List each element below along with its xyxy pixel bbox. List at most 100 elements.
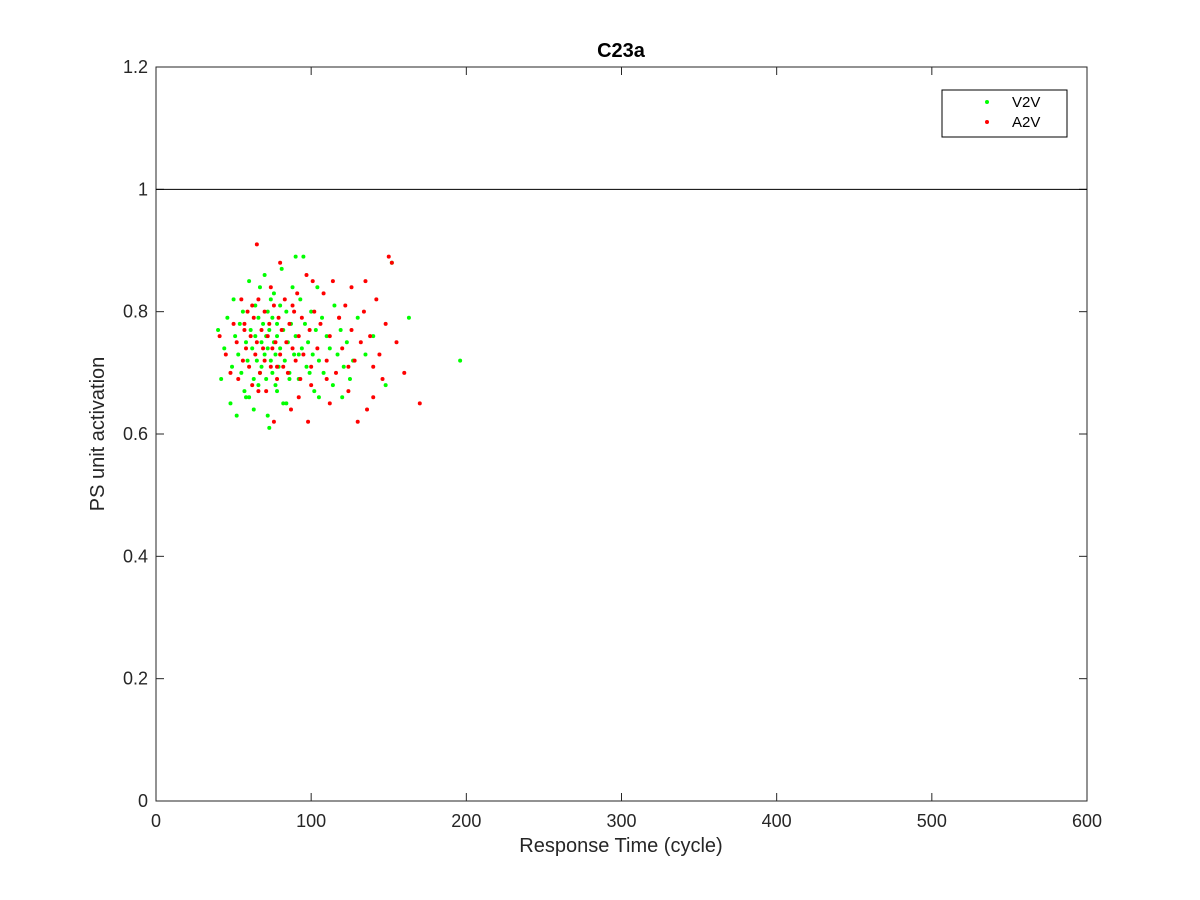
point-v2v: [273, 352, 278, 357]
point-v2v: [271, 291, 276, 296]
point-v2v: [307, 370, 312, 375]
x-tick-label: 600: [1072, 811, 1102, 831]
point-v2v: [247, 395, 252, 400]
point-a2v: [327, 334, 332, 339]
point-a2v: [271, 419, 276, 424]
point-v2v: [254, 358, 259, 363]
point-v2v: [309, 309, 314, 314]
point-v2v: [293, 334, 298, 339]
point-v2v: [265, 413, 270, 418]
point-a2v: [377, 352, 382, 357]
point-a2v: [301, 352, 306, 357]
point-a2v: [251, 315, 256, 320]
y-tick-label: 0.6: [123, 424, 148, 444]
point-a2v: [261, 346, 266, 351]
point-a2v: [315, 346, 320, 351]
legend: V2V A2V: [941, 89, 1068, 138]
legend-label-a2v: A2V: [1012, 114, 1040, 131]
point-a2v: [292, 309, 297, 314]
point-v2v: [299, 346, 304, 351]
point-v2v: [301, 254, 306, 259]
point-v2v: [259, 364, 264, 369]
point-a2v: [245, 309, 250, 314]
point-v2v: [222, 346, 227, 351]
point-a2v: [242, 321, 247, 326]
point-v2v: [304, 364, 309, 369]
point-v2v: [312, 389, 317, 394]
legend-label-v2v: V2V: [1012, 94, 1040, 111]
y-axis-ticks: 0 0.2 0.4 0.6 0.8 1 1.2: [123, 57, 1087, 811]
point-a2v: [287, 321, 292, 326]
y-tick-label: 0: [138, 791, 148, 811]
point-a2v: [304, 272, 309, 277]
y-tick-label: 1: [138, 179, 148, 199]
point-v2v: [257, 285, 262, 290]
point-a2v: [355, 419, 360, 424]
point-a2v: [318, 321, 323, 326]
point-a2v: [270, 346, 275, 351]
point-v2v: [234, 413, 239, 418]
point-a2v: [256, 297, 261, 302]
point-v2v: [216, 328, 221, 333]
point-v2v: [251, 407, 256, 412]
point-a2v: [296, 334, 301, 339]
point-a2v: [324, 358, 329, 363]
x-axis-ticks: 0 100 200 300 400 500 600: [151, 67, 1102, 831]
point-a2v: [234, 340, 239, 345]
point-v2v: [330, 383, 335, 388]
point-a2v: [298, 376, 303, 381]
point-a2v: [253, 352, 258, 357]
legend-marker-v2v: [985, 100, 989, 104]
point-v2v: [242, 389, 247, 394]
point-a2v: [275, 376, 280, 381]
point-a2v: [248, 334, 253, 339]
point-v2v: [245, 358, 250, 363]
point-v2v: [287, 376, 292, 381]
point-a2v: [256, 389, 261, 394]
point-v2v: [248, 328, 253, 333]
point-a2v: [264, 389, 269, 394]
point-v2v: [243, 340, 248, 345]
point-v2v: [341, 364, 346, 369]
point-v2v: [250, 346, 255, 351]
point-v2v: [273, 383, 278, 388]
point-v2v: [383, 383, 388, 388]
x-tick-label: 200: [451, 811, 481, 831]
point-v2v: [239, 370, 244, 375]
point-a2v: [368, 334, 373, 339]
point-a2v: [295, 291, 300, 296]
point-a2v: [240, 358, 245, 363]
data-points: [216, 242, 463, 430]
point-a2v: [402, 370, 407, 375]
point-a2v: [358, 340, 363, 345]
point-v2v: [320, 315, 325, 320]
point-v2v: [355, 315, 360, 320]
point-v2v: [371, 334, 376, 339]
y-axis-label: PS unit activation: [87, 357, 109, 512]
point-v2v: [231, 297, 236, 302]
point-v2v: [253, 303, 258, 308]
x-tick-label: 400: [762, 811, 792, 831]
point-v2v: [321, 370, 326, 375]
point-v2v: [293, 254, 298, 259]
point-a2v: [279, 328, 284, 333]
point-a2v: [330, 279, 335, 284]
point-v2v: [267, 425, 272, 430]
point-a2v: [228, 370, 233, 375]
point-v2v: [282, 358, 287, 363]
point-v2v: [268, 297, 273, 302]
point-v2v: [262, 272, 267, 277]
point-v2v: [340, 395, 345, 400]
point-a2v: [340, 346, 345, 351]
point-a2v: [349, 328, 354, 333]
point-v2v: [259, 340, 264, 345]
point-a2v: [374, 297, 379, 302]
point-a2v: [383, 321, 388, 326]
point-v2v: [278, 346, 283, 351]
point-a2v: [417, 401, 422, 406]
point-v2v: [228, 401, 233, 406]
point-a2v: [352, 358, 357, 363]
x-tick-label: 100: [296, 811, 326, 831]
point-v2v: [225, 315, 230, 320]
